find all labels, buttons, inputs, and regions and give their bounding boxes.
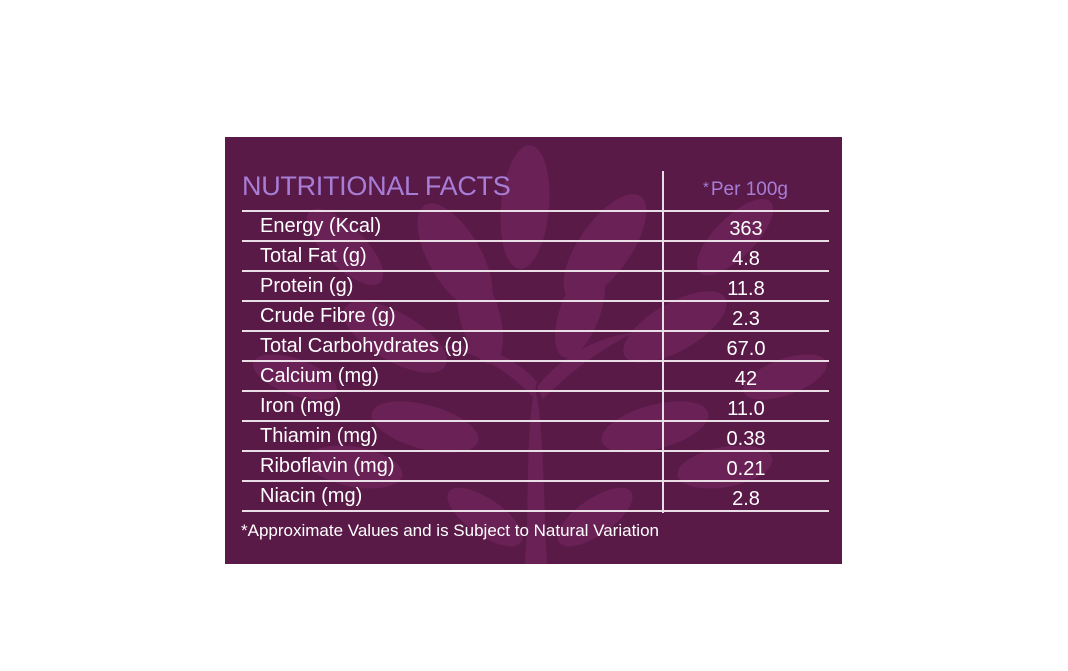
- nutrient-label: Calcium (mg): [260, 365, 379, 387]
- nutrient-label: Total Carbohydrates (g): [260, 335, 469, 357]
- nutrient-label: Riboflavin (mg): [260, 455, 395, 477]
- table-row: Iron (mg) 11.0: [242, 392, 829, 420]
- nutrient-label: Total Fat (g): [260, 245, 367, 267]
- per-100g-header: * Per 100g: [663, 179, 828, 201]
- row-divider: [242, 240, 829, 242]
- table-row: Protein (g) 11.8: [242, 272, 829, 300]
- panel-title: NUTRITIONAL FACTS: [242, 171, 511, 201]
- nutrient-value: 11.0: [727, 398, 765, 420]
- row-divider: [242, 210, 829, 212]
- row-divider: [242, 450, 829, 452]
- nutrient-value: 0.21: [726, 458, 766, 480]
- nutrient-label: Niacin (mg): [260, 485, 363, 507]
- row-divider: [242, 510, 829, 512]
- row-divider: [242, 360, 829, 362]
- nutrient-value: 0.38: [726, 428, 766, 450]
- table-row: Total Fat (g) 4.8: [242, 242, 829, 270]
- per-100g-label: Per 100g: [710, 179, 788, 200]
- row-divider: [242, 480, 829, 482]
- nutrient-label: Energy (Kcal): [260, 215, 382, 237]
- row-divider: [242, 270, 829, 272]
- table-row: Total Carbohydrates (g) 67.0: [242, 332, 829, 360]
- table-row: Energy (Kcal) 363: [242, 212, 829, 240]
- nutrient-value: 4.8: [732, 248, 760, 270]
- row-divider: [242, 300, 829, 302]
- nutrient-label: Thiamin (mg): [260, 425, 378, 447]
- asterisk-mark: *: [703, 179, 709, 196]
- column-divider: [662, 171, 664, 513]
- nutrient-value: 67.0: [726, 338, 766, 360]
- tree-leaves-pattern-icon: [253, 145, 827, 564]
- nutrient-value: 2.8: [732, 488, 760, 510]
- nutrition-facts-panel: NUTRITIONAL FACTS * Per 100g Energy (Kcal…: [225, 137, 842, 564]
- table-row: Riboflavin (mg) 0.21: [242, 452, 829, 480]
- row-divider: [242, 420, 829, 422]
- table-row: Calcium (mg) 42: [242, 362, 829, 390]
- row-divider: [242, 390, 829, 392]
- nutrient-label: Protein (g): [260, 275, 354, 297]
- nutrient-value: 2.3: [732, 308, 760, 330]
- nutrient-value: 363: [729, 218, 763, 240]
- table-row: Thiamin (mg) 0.38: [242, 422, 829, 450]
- nutrient-label: Iron (mg): [260, 395, 342, 417]
- nutrient-value: 42: [734, 368, 758, 390]
- footnote: *Approximate Values and is Subject to Na…: [241, 521, 659, 540]
- nutrient-value: 11.8: [727, 278, 765, 300]
- table-row: Niacin (mg) 2.8: [242, 482, 829, 510]
- table-row: Crude Fibre (g) 2.3: [242, 302, 829, 330]
- row-divider: [242, 330, 829, 332]
- nutrition-table: Energy (Kcal) 363 Total Fat (g) 4.8 Prot…: [242, 210, 829, 512]
- nutrient-label: Crude Fibre (g): [260, 305, 396, 327]
